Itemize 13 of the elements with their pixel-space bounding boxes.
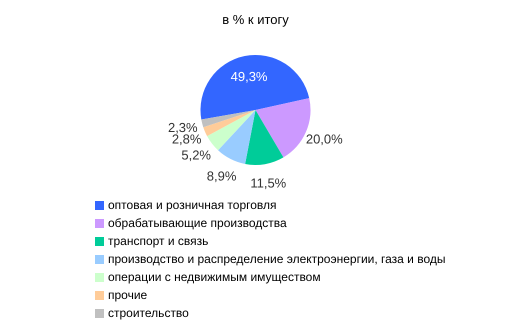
data-label: 5,2% xyxy=(181,147,212,162)
legend-label: обрабатывающие производства xyxy=(108,216,287,230)
legend-label: транспорт и связь xyxy=(108,234,208,248)
chart-title: в % к итогу xyxy=(221,12,290,27)
data-label: 49,3% xyxy=(230,69,268,84)
data-label: 8,9% xyxy=(206,168,237,184)
data-label: 20,0% xyxy=(306,131,344,146)
legend-label: строительство xyxy=(108,306,189,320)
legend-label: операции с недвижимым имуществом xyxy=(108,270,321,284)
legend-label: производство и распределение электроэнергии, газа и воды xyxy=(108,252,446,266)
legend-label: оптовая и розничная торговля xyxy=(108,198,277,212)
data-label: 11,5% xyxy=(250,175,287,190)
legend-label: прочие xyxy=(108,288,148,302)
